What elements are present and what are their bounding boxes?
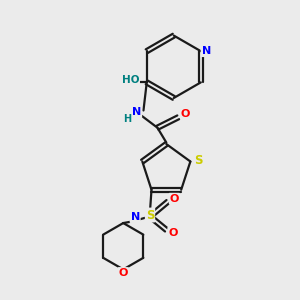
- Text: S: S: [146, 208, 154, 221]
- Text: H: H: [123, 114, 131, 124]
- Text: N: N: [130, 212, 140, 222]
- Text: S: S: [194, 154, 203, 166]
- Text: O: O: [168, 228, 178, 238]
- Text: O: O: [170, 194, 179, 204]
- Text: N: N: [132, 107, 141, 117]
- Text: O: O: [118, 268, 128, 278]
- Text: O: O: [181, 109, 190, 119]
- Text: HO: HO: [122, 75, 139, 85]
- Text: N: N: [202, 46, 211, 56]
